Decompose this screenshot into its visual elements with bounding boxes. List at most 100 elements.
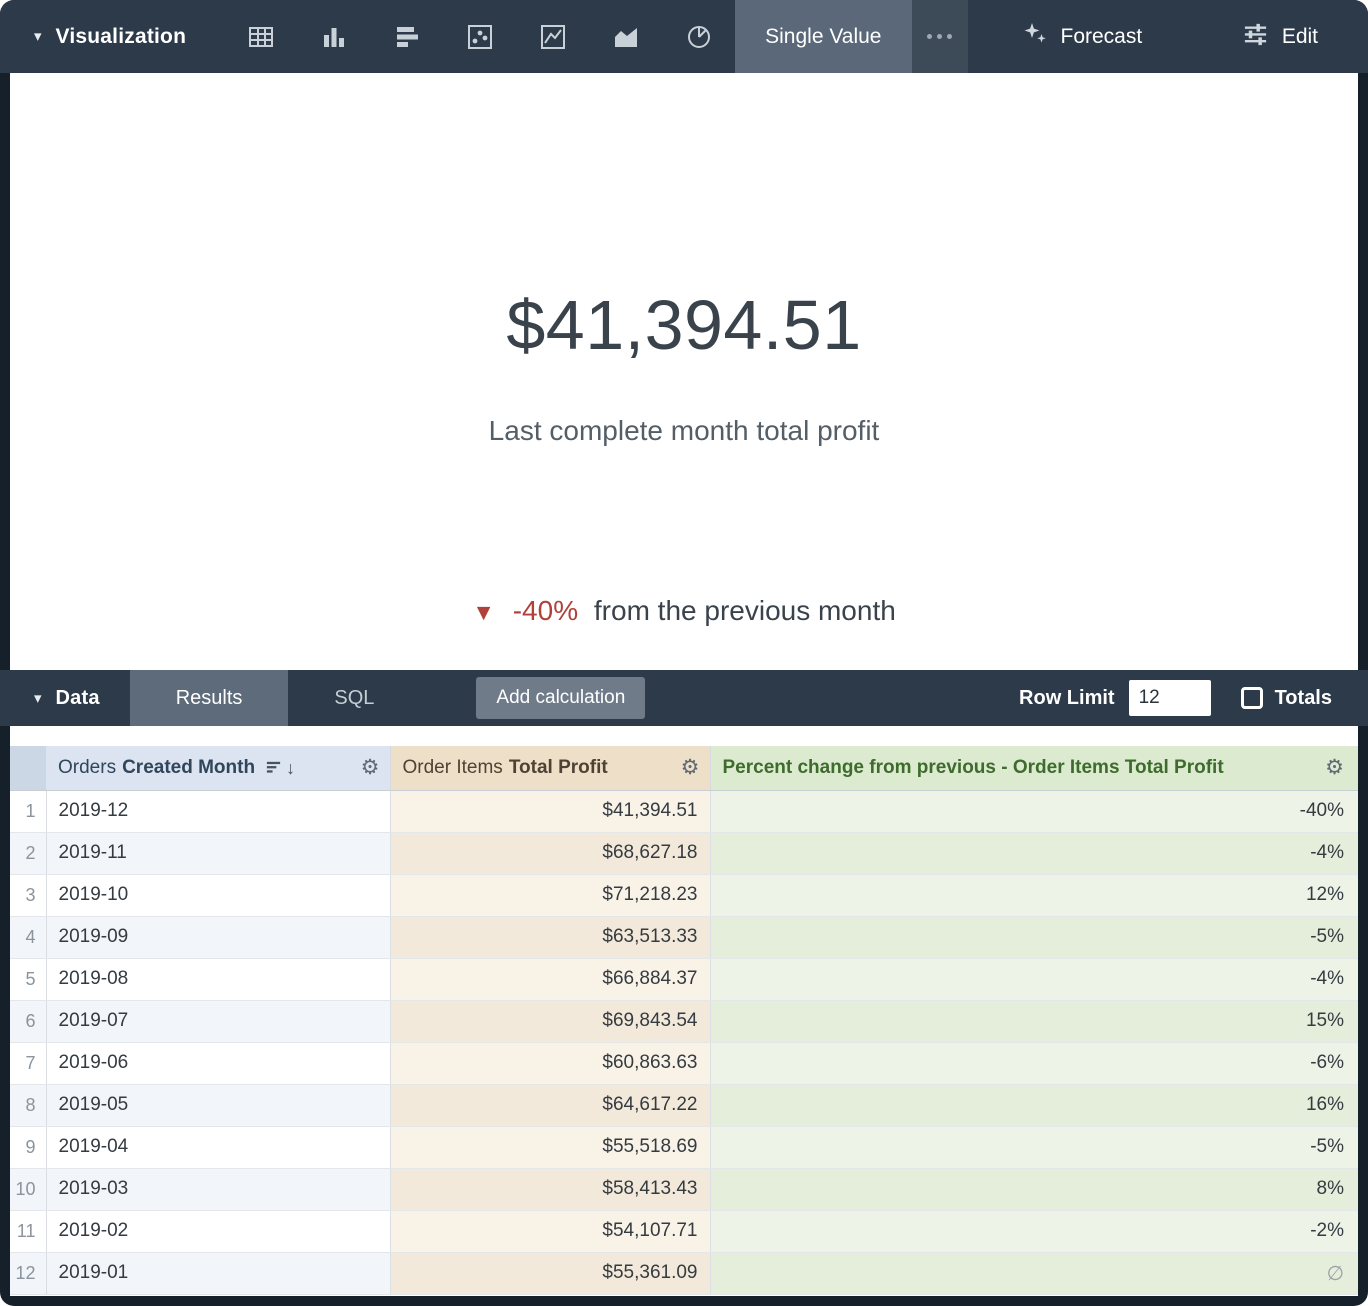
horizontal-bar-chart-icon[interactable]	[370, 0, 443, 73]
results-table-body: 1 2019-12 $41,394.51 -40% 2 2019-11 $68,627.18…	[10, 790, 1358, 1295]
cell-percent-change[interactable]: 12%	[709, 874, 1358, 917]
data-section-toggle[interactable]: ▾ Data	[0, 687, 130, 710]
row-number: 10	[10, 1168, 47, 1211]
column-header-total-profit[interactable]: Order Items Total Profit ⚙	[389, 746, 710, 791]
cell-created-month[interactable]: 2019-07	[46, 1000, 390, 1043]
table-row: 2 2019-11 $68,627.18 -4%	[10, 832, 1358, 875]
tab-results[interactable]: Results	[129, 670, 289, 726]
cell-created-month[interactable]: 2019-02	[46, 1210, 390, 1253]
totals-label: Totals	[1274, 686, 1332, 709]
edit-button[interactable]: Edit	[1214, 0, 1368, 73]
row-limit-input[interactable]	[1128, 680, 1211, 716]
cell-created-month[interactable]: 2019-05	[46, 1084, 390, 1127]
cell-total-profit[interactable]: $41,394.51	[389, 790, 710, 833]
column-prefix: Orders	[58, 756, 117, 778]
cell-total-profit[interactable]: $58,413.43	[389, 1168, 710, 1211]
data-toolbar: ▾ Data Results SQL Add calculation Row L…	[0, 670, 1368, 726]
results-panel: Orders Created Month ↓ ⚙ Order Items	[10, 726, 1358, 1296]
cell-percent-change[interactable]: ∅	[709, 1252, 1358, 1295]
comparison-percent: -40%	[512, 595, 579, 626]
table-row: 11 2019-02 $54,107.71 -2%	[10, 1210, 1358, 1253]
gear-icon[interactable]: ⚙	[1325, 756, 1344, 780]
cell-percent-change[interactable]: -4%	[709, 958, 1358, 1001]
table-row: 1 2019-12 $41,394.51 -40%	[10, 790, 1358, 833]
cell-total-profit[interactable]: $63,513.33	[389, 916, 710, 959]
row-number-header	[10, 746, 46, 791]
cell-percent-change[interactable]: -5%	[709, 1126, 1358, 1169]
visualization-label: Visualization	[55, 24, 187, 48]
single-value-visualization: $41,394.51 Last complete month total pro…	[10, 73, 1358, 670]
row-number: 2	[10, 832, 47, 875]
cell-total-profit[interactable]: $68,627.18	[389, 832, 710, 875]
table-icon[interactable]	[224, 0, 297, 73]
table-row: 3 2019-10 $71,218.23 12%	[10, 874, 1358, 917]
sort-lines-icon	[266, 762, 281, 773]
table-row: 12 2019-01 $55,361.09 ∅	[10, 1252, 1358, 1295]
area-chart-icon[interactable]	[589, 0, 662, 73]
cell-percent-change[interactable]: -4%	[709, 832, 1358, 875]
row-number: 3	[10, 874, 47, 917]
scatter-plot-icon[interactable]	[443, 0, 516, 73]
forecast-label: Forecast	[1060, 24, 1143, 48]
cell-total-profit[interactable]: $71,218.23	[389, 874, 710, 917]
cell-created-month[interactable]: 2019-08	[46, 958, 390, 1001]
table-header-row: Orders Created Month ↓ ⚙ Order Items	[10, 746, 1358, 791]
visualization-section-toggle[interactable]: ▾ Visualization	[0, 25, 224, 49]
cell-percent-change[interactable]: -40%	[709, 790, 1358, 833]
cell-total-profit[interactable]: $69,843.54	[389, 1000, 710, 1043]
cell-created-month[interactable]: 2019-09	[46, 916, 390, 959]
cell-created-month[interactable]: 2019-12	[46, 790, 390, 833]
cell-percent-change[interactable]: 16%	[709, 1084, 1358, 1127]
results-table: Orders Created Month ↓ ⚙ Order Items	[10, 746, 1358, 1295]
tab-single-value[interactable]: Single Value	[735, 0, 912, 73]
row-number: 1	[10, 790, 47, 833]
tab-sql[interactable]: SQL	[288, 670, 420, 726]
totals-checkbox[interactable]	[1240, 687, 1263, 709]
chevron-down-icon: ▾	[34, 28, 42, 45]
cell-total-profit[interactable]: $54,107.71	[389, 1210, 710, 1253]
cell-total-profit[interactable]: $66,884.37	[389, 958, 710, 1001]
chart-type-picker	[224, 0, 735, 73]
cell-percent-change[interactable]: -2%	[709, 1210, 1358, 1253]
cell-total-profit[interactable]: $55,361.09	[389, 1252, 710, 1295]
forecast-button[interactable]: Forecast	[994, 0, 1171, 73]
row-number: 11	[10, 1210, 47, 1253]
table-row: 4 2019-09 $63,513.33 -5%	[10, 916, 1358, 959]
pie-chart-icon[interactable]	[662, 0, 735, 73]
cell-created-month[interactable]: 2019-04	[46, 1126, 390, 1169]
table-row: 8 2019-05 $64,617.22 16%	[10, 1084, 1358, 1127]
cell-percent-change[interactable]: 15%	[709, 1000, 1358, 1043]
row-number: 6	[10, 1000, 47, 1043]
table-row: 9 2019-04 $55,518.69 -5%	[10, 1126, 1358, 1169]
chevron-down-icon: ▾	[34, 689, 42, 707]
single-value: $41,394.51	[506, 286, 862, 364]
sparkle-icon	[1022, 21, 1048, 53]
cell-created-month[interactable]: 2019-11	[46, 832, 390, 875]
row-limit-label: Row Limit	[1019, 686, 1115, 709]
column-header-percent-change[interactable]: Percent change from previous - Order Ite…	[709, 746, 1358, 791]
cell-percent-change[interactable]: -5%	[709, 916, 1358, 959]
gear-icon[interactable]: ⚙	[360, 756, 380, 780]
visualization-toolbar: ▾ Visualization	[0, 0, 1368, 73]
bar-chart-icon[interactable]	[297, 0, 370, 73]
cell-created-month[interactable]: 2019-01	[46, 1252, 390, 1295]
cell-total-profit[interactable]: $55,518.69	[389, 1126, 710, 1169]
cell-total-profit[interactable]: $64,617.22	[389, 1084, 710, 1127]
column-header-created-month[interactable]: Orders Created Month ↓ ⚙	[46, 746, 390, 791]
cell-total-profit[interactable]: $60,863.63	[389, 1042, 710, 1085]
edit-label: Edit	[1281, 24, 1318, 48]
cell-created-month[interactable]: 2019-03	[46, 1168, 390, 1211]
cell-created-month[interactable]: 2019-06	[46, 1042, 390, 1085]
line-chart-icon[interactable]	[516, 0, 589, 73]
cell-percent-change[interactable]: 8%	[709, 1168, 1358, 1211]
cell-created-month[interactable]: 2019-10	[46, 874, 390, 917]
row-number: 5	[10, 958, 47, 1001]
cell-percent-change[interactable]: -6%	[709, 1042, 1358, 1085]
row-number: 7	[10, 1042, 47, 1085]
add-calculation-button[interactable]: Add calculation	[476, 677, 646, 719]
down-triangle-icon: ▼	[472, 599, 495, 625]
row-number: 8	[10, 1084, 47, 1127]
gear-icon[interactable]: ⚙	[680, 756, 700, 780]
sort-indicator: ↓	[265, 759, 295, 777]
more-chart-types-button[interactable]	[911, 0, 968, 73]
